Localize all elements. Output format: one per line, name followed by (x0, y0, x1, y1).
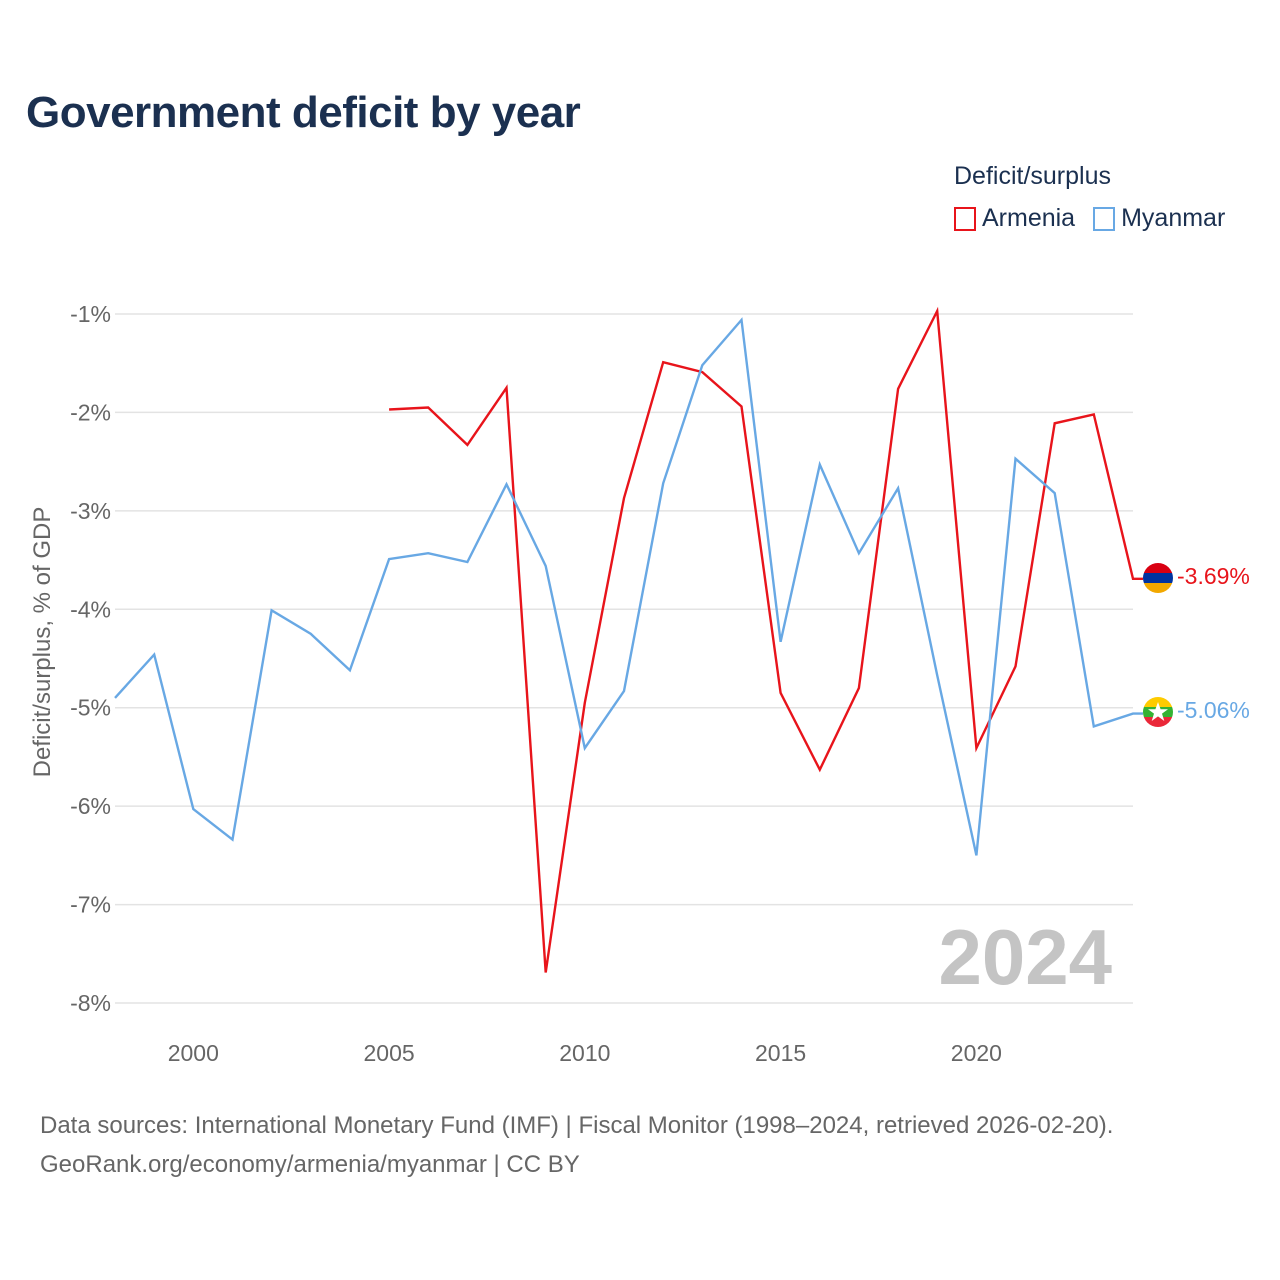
x-tick-label: 2015 (755, 1040, 806, 1066)
legend-title: Deficit/surplus (954, 162, 1111, 190)
line-chart: -1% -2% -3% -4% -5% -6% -7% -8% 2000 2005 2010 201… (29, 301, 1250, 1066)
y-axis-ticks: -1% -2% -3% -4% -5% -6% -7% -8% (70, 301, 111, 1016)
series-line-myanmar[interactable] (114, 317, 1143, 856)
x-tick-label: 2020 (951, 1040, 1002, 1066)
legend-item-armenia[interactable]: Armenia (954, 204, 1075, 233)
gridlines (115, 313, 1133, 1004)
end-label-myanmar: -5.06% (1177, 697, 1250, 723)
y-tick-label: -8% (70, 990, 111, 1016)
x-axis-ticks: 2000 2005 2010 2015 2020 (168, 1040, 1002, 1066)
chart-title: Government deficit by year (26, 88, 581, 137)
legend-label-myanmar: Myanmar (1121, 204, 1226, 232)
legend-swatch-myanmar (1093, 206, 1116, 231)
year-watermark: 2024 (938, 913, 1112, 1001)
x-tick-label: 2010 (559, 1040, 610, 1066)
legend-item-myanmar[interactable]: Myanmar (1093, 204, 1225, 233)
y-tick-label: -5% (70, 695, 111, 721)
series-lines (114, 306, 1143, 973)
source-line: Data sources: International Monetary Fun… (40, 1112, 1114, 1139)
series-line-armenia[interactable] (389, 306, 1143, 973)
y-tick-label: -3% (70, 498, 111, 524)
x-tick-label: 2000 (168, 1040, 219, 1066)
y-axis-label: Deficit/surplus, % of GDP (29, 507, 56, 778)
y-tick-label: -2% (70, 399, 111, 425)
legend: Armenia Myanmar (954, 204, 1243, 233)
end-label-armenia: -3.69% (1177, 563, 1250, 589)
y-tick-label: -1% (70, 301, 111, 327)
credit-link[interactable]: GeoRank.org/economy/armenia/myanmar | CC… (40, 1151, 580, 1178)
x-tick-label: 2005 (363, 1040, 414, 1066)
flag-myanmar-icon (1143, 697, 1173, 727)
y-tick-label: -7% (70, 892, 111, 918)
y-tick-label: -6% (70, 793, 111, 819)
legend-swatch-armenia (954, 206, 976, 231)
flag-armenia-icon (1143, 563, 1173, 593)
legend-label-armenia: Armenia (982, 204, 1076, 232)
source-note: Data sources: International Monetary Fun… (40, 1106, 1113, 1184)
y-tick-label: -4% (70, 596, 111, 622)
